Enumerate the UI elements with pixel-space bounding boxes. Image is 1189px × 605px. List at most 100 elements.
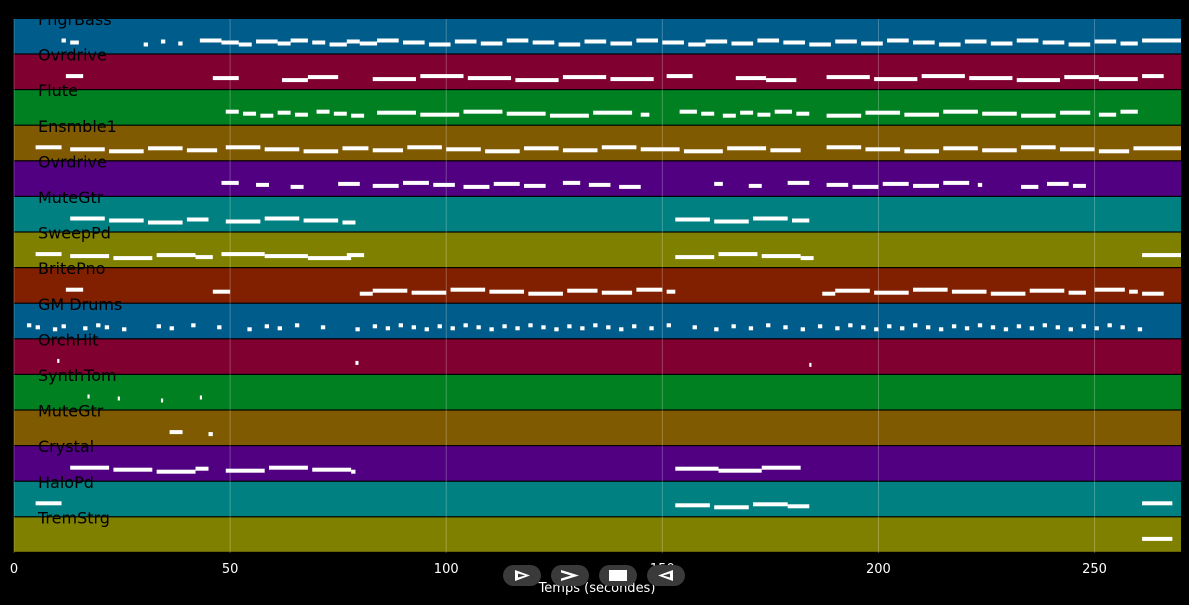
note [1094, 287, 1125, 292]
play-button[interactable] [503, 565, 541, 586]
note [493, 181, 520, 186]
note [476, 325, 481, 330]
note [761, 254, 801, 259]
note [1016, 324, 1022, 329]
track-label: Crystal [38, 437, 94, 456]
note [593, 110, 633, 115]
note [446, 147, 481, 152]
note [1021, 113, 1056, 118]
note [290, 38, 308, 43]
note [1098, 77, 1138, 82]
note [1129, 289, 1138, 294]
grid-lines [13, 19, 1096, 553]
note [307, 75, 339, 80]
note [377, 110, 416, 115]
note [351, 113, 365, 118]
track-lane [14, 481, 1181, 517]
note [411, 290, 447, 295]
note [610, 77, 654, 82]
note [450, 326, 455, 331]
track-lane [14, 339, 1181, 374]
note [195, 466, 209, 471]
note [541, 325, 546, 330]
note [35, 501, 62, 506]
note [485, 149, 520, 154]
note [938, 42, 961, 47]
note [977, 182, 983, 187]
note [70, 40, 79, 45]
note [1068, 290, 1086, 295]
note [524, 146, 559, 151]
note [1016, 78, 1060, 83]
note [610, 41, 633, 46]
note [1098, 112, 1117, 117]
note [714, 505, 749, 510]
track-label: MuteGtr [38, 188, 104, 207]
note [70, 216, 105, 221]
note [333, 111, 347, 116]
track-lane-background [14, 517, 1181, 552]
note [156, 469, 196, 474]
note [861, 325, 866, 330]
rewind-button[interactable] [647, 565, 685, 586]
note [783, 325, 788, 330]
note [913, 40, 935, 45]
note [800, 327, 805, 332]
note [191, 323, 196, 328]
track-label: Ensmble1 [38, 117, 117, 136]
note [714, 181, 723, 186]
note [303, 149, 339, 154]
note [619, 327, 624, 332]
note [403, 180, 429, 185]
note [109, 218, 144, 223]
note [861, 41, 883, 46]
note [796, 111, 810, 116]
note [411, 325, 416, 330]
track-label: GM Drums [38, 295, 122, 314]
note [1107, 323, 1112, 328]
track-lane [14, 125, 1181, 161]
track-lane-background [14, 446, 1181, 481]
note [424, 327, 429, 332]
note [277, 326, 282, 331]
note [312, 40, 326, 45]
note [57, 358, 60, 363]
note [1042, 323, 1048, 328]
note [178, 41, 183, 46]
note [243, 111, 257, 116]
track-lane-background [14, 410, 1181, 445]
note [269, 465, 308, 470]
note [580, 326, 585, 331]
note [567, 324, 572, 329]
note [256, 182, 270, 187]
note [385, 326, 391, 331]
note [117, 396, 120, 401]
note [420, 112, 460, 117]
note [372, 183, 399, 188]
note [938, 327, 944, 332]
stop-button[interactable] [599, 565, 637, 586]
note [675, 255, 715, 260]
note [606, 325, 611, 330]
note [160, 39, 166, 44]
note [951, 289, 987, 294]
note [913, 183, 939, 188]
note [35, 145, 62, 150]
fast-forward-button[interactable] [551, 565, 589, 586]
note [346, 39, 360, 44]
note [221, 252, 265, 257]
note [882, 181, 909, 186]
note [70, 254, 110, 259]
track-label: HaloPd [38, 473, 94, 492]
note [826, 145, 862, 150]
track-label: SynthTom [38, 366, 117, 385]
note [264, 324, 270, 329]
note [221, 180, 239, 185]
note [1047, 181, 1069, 186]
note [342, 146, 369, 151]
note [524, 183, 546, 188]
note [502, 324, 507, 329]
note [1021, 145, 1056, 150]
track-label: OrchHit [38, 330, 99, 349]
note [562, 75, 607, 80]
